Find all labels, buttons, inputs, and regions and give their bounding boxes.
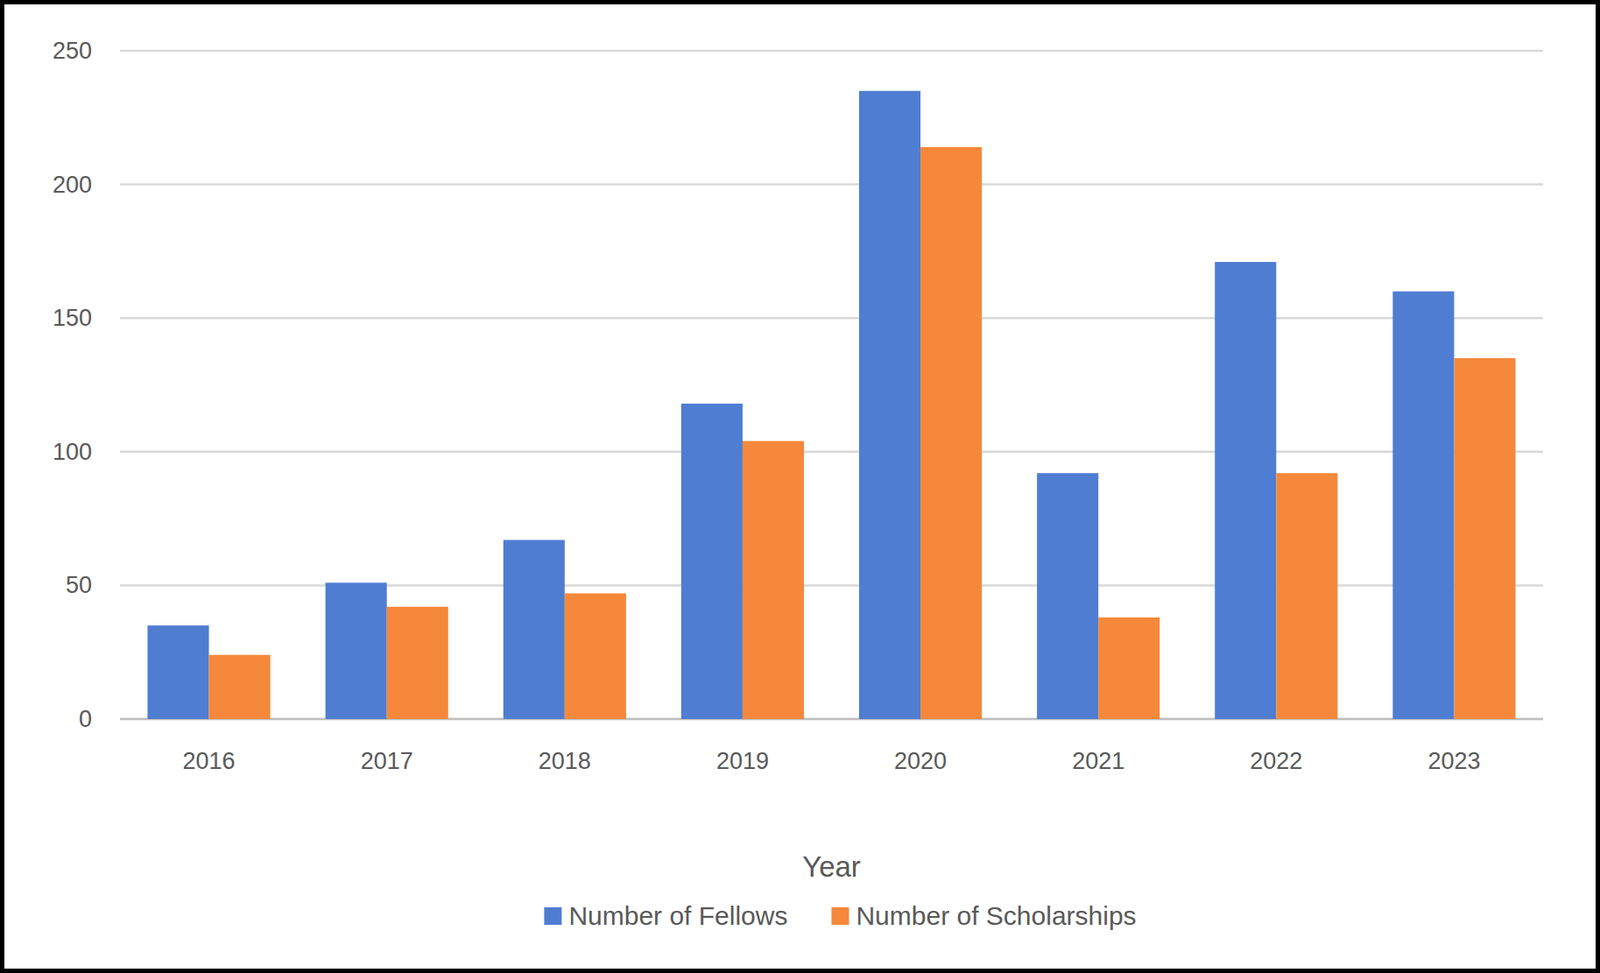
x-axis-title: Year [802,850,861,883]
y-tick-label: 200 [52,171,92,198]
x-tick-label: 2017 [360,747,414,775]
bar [859,91,921,719]
x-tick-label: 2019 [716,747,769,775]
grid-line [119,317,1544,320]
y-tick-label: 50 [65,571,92,599]
bar [1392,291,1454,719]
legend: Number of Fellows Number of Scholarships [543,901,1136,931]
x-tick-label: 2022 [1249,747,1303,775]
bar [1036,472,1099,719]
bar [1214,261,1276,719]
x-tick-label: 2023 [1427,747,1481,775]
legend-swatch [543,907,562,925]
bar [1275,472,1338,719]
y-tick-label: 250 [52,37,92,64]
bar [387,606,449,719]
bar [503,540,565,719]
y-tick-label: 150 [52,304,92,332]
grid-line [119,451,1544,454]
grid-line [119,183,1544,186]
bar [1453,358,1516,719]
bar [681,403,743,719]
y-tick-label: 100 [52,438,92,466]
bar [742,441,804,719]
legend-swatch [831,907,849,925]
bars [147,91,1516,719]
x-tick-label: 2018 [538,747,592,775]
y-tick-label: 0 [78,705,92,733]
bar [209,655,271,719]
chart-container: 0 50 100 150 200 250 2016 2017 2018 2019 2020 2021 2… [0,0,1600,973]
bar [564,593,627,719]
x-tick-label: 2016 [183,747,236,775]
bar [325,582,388,719]
x-tick-label: 2020 [894,747,947,775]
chart-svg: 0 50 100 150 200 250 2016 2017 2018 2019 2020 2021 2… [0,0,1600,973]
legend-label: Number of Scholarships [855,901,1136,931]
bar [147,625,209,719]
bar [1098,617,1160,719]
bar [920,147,982,719]
grid-line [119,49,1544,53]
frame [2,2,1599,972]
x-tick-label: 2021 [1071,747,1125,775]
legend-label: Number of Fellows [568,901,788,931]
